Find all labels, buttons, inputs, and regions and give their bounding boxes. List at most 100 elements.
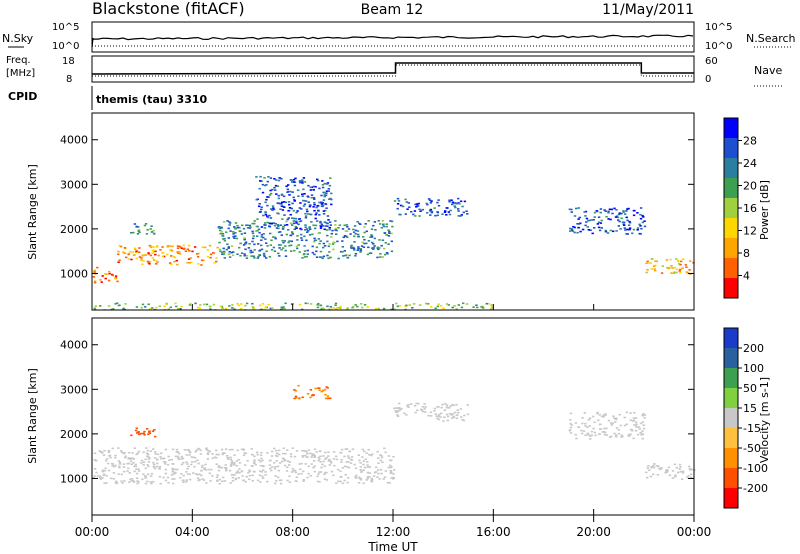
- y-tick-label: 1000: [60, 472, 88, 485]
- power-echo-pixels: [92, 175, 695, 311]
- colorbar-tick-label: 16: [743, 202, 757, 215]
- echo-region: [568, 207, 647, 235]
- echo-region: [92, 447, 396, 485]
- echo-region: [393, 197, 469, 217]
- colorbar-swatch: [724, 238, 738, 258]
- echo-region: [645, 463, 696, 480]
- power-panel: 1000 2000 3000 4000 Slant Range [km] 4 8 12 16…: [26, 112, 771, 311]
- beam-title: Beam 12: [361, 2, 424, 18]
- colorbar-tick-label: -15: [743, 422, 761, 435]
- colorbar-tick-label: 50: [743, 382, 757, 395]
- colorbar-tick-label: 15: [743, 402, 757, 415]
- nave-tick-top: 60: [705, 56, 718, 67]
- x-tick-label: 00:00: [75, 525, 110, 539]
- echo-region: [255, 175, 333, 231]
- colorbar-swatch: [724, 368, 738, 388]
- x-tick-label: 00:00: [677, 525, 712, 539]
- power-y-ticks: 1000 2000 3000 4000: [60, 134, 694, 280]
- echo-region: [117, 244, 219, 266]
- noise-left-tick-top: 10^5: [52, 22, 79, 33]
- echo-region: [217, 220, 394, 260]
- colorbar-swatch: [724, 468, 738, 488]
- echo-region: [393, 402, 470, 422]
- x-tick-label: 20:00: [576, 525, 611, 539]
- freq-label-line1: Freq.: [6, 55, 31, 66]
- colorbar-swatch: [724, 408, 738, 428]
- x-tick-label: 12:00: [376, 525, 411, 539]
- echo-region: [93, 302, 494, 311]
- colorbar-tick-label: 100: [743, 362, 764, 375]
- noise-right-tick-bottom: 10^0: [705, 41, 732, 52]
- noise-right-label: N.Search: [746, 32, 796, 45]
- frequency-trace: [91, 62, 694, 75]
- colorbar-tick-label: 4: [743, 270, 750, 283]
- date-title: 11/May/2011: [602, 2, 694, 18]
- noise-left-label: N.Sky: [2, 32, 34, 45]
- colorbar-swatch: [724, 448, 738, 468]
- velocity-echo-pixels: [92, 384, 696, 485]
- freq-tick-top: 18: [62, 56, 75, 67]
- echo-region: [130, 427, 157, 438]
- colorbar-swatch: [724, 118, 738, 138]
- colorbar-swatch: [724, 428, 738, 448]
- noise-right-tick-top: 10^5: [705, 22, 732, 33]
- x-tick-label: 16:00: [476, 525, 511, 539]
- time-axis-label: Time UT: [367, 540, 418, 554]
- cpid-program: themis (tau) 3310: [96, 93, 208, 106]
- y-tick-label: 4000: [60, 339, 88, 352]
- y-tick-label: 2000: [60, 428, 88, 441]
- colorbar-swatch: [724, 488, 738, 508]
- x-tick-label: 08:00: [275, 525, 310, 539]
- colorbar-swatch: [724, 258, 738, 278]
- y-tick-label: 1000: [60, 267, 88, 280]
- time-axis-ticks: 00:00 04:00 08:00 12:00 16:00 20:00 00:00: [75, 304, 712, 539]
- colorbar-swatch: [724, 388, 738, 408]
- nave-tick-bottom: 0: [705, 74, 711, 85]
- nave-label: Nave: [754, 64, 782, 77]
- freq-label-line2: [MHz]: [6, 68, 35, 79]
- colorbar-swatch: [724, 198, 738, 218]
- colorbar-swatch: [724, 278, 738, 298]
- power-colorbar-label: Power [dB]: [758, 180, 771, 240]
- power-colorbar: 4 8 12 16 20 24 28: [723, 117, 757, 299]
- colorbar-swatch: [724, 158, 738, 178]
- frequency-panel: Freq. [MHz] 18 8 60 0 Nave: [6, 55, 784, 87]
- velocity-y-label: Slant Range [km]: [26, 368, 39, 464]
- echo-region: [645, 258, 695, 275]
- nave-trace: [92, 64, 694, 77]
- colorbar-swatch: [724, 348, 738, 368]
- y-tick-label: 3000: [60, 178, 88, 191]
- echo-region: [92, 266, 119, 284]
- velocity-colorbar-label: Velocity [m s-1]: [758, 377, 771, 463]
- colorbar-tick-label: 28: [743, 135, 757, 148]
- colorbar-tick-label: 200: [743, 342, 764, 355]
- velocity-panel: 1000 2000 3000 4000 Slant Range [km] 200 100…: [26, 317, 771, 516]
- cpid-panel: CPID themis (tau) 3310: [8, 86, 208, 110]
- colorbar-swatch: [724, 218, 738, 238]
- colorbar-tick-label: -50: [743, 442, 761, 455]
- colorbar-swatch: [724, 328, 738, 348]
- colorbar-tick-label: 8: [743, 247, 750, 260]
- colorbar-tick-label: -200: [743, 482, 768, 495]
- y-tick-label: 2000: [60, 223, 88, 236]
- cpid-label: CPID: [8, 90, 37, 103]
- velocity-y-ticks: 1000 2000 3000 4000: [60, 339, 694, 485]
- freq-tick-bottom: 8: [66, 74, 72, 85]
- colorbar-swatch: [724, 178, 738, 198]
- echo-region: [568, 411, 647, 440]
- y-tick-label: 4000: [60, 134, 88, 147]
- colorbar-tick-label: 20: [743, 180, 757, 193]
- y-tick-label: 3000: [60, 383, 88, 396]
- colorbar-tick-label: -100: [743, 462, 768, 475]
- noise-panel: N.Sky 10^5 10^0 10^5 10^0 N.Search: [2, 21, 796, 53]
- noise-left-tick-bottom: 10^0: [52, 41, 79, 52]
- colorbar-swatch: [724, 138, 738, 158]
- velocity-colorbar: 200 100 50 15 -15 -50 -100 -200: [723, 327, 768, 509]
- power-y-label: Slant Range [km]: [26, 164, 39, 260]
- echo-region: [130, 223, 156, 235]
- station-title: Blackstone (fitACF): [92, 0, 245, 18]
- colorbar-tick-label: 24: [743, 157, 757, 170]
- noise-sky-trace: [91, 34, 694, 48]
- echo-region: [293, 384, 332, 400]
